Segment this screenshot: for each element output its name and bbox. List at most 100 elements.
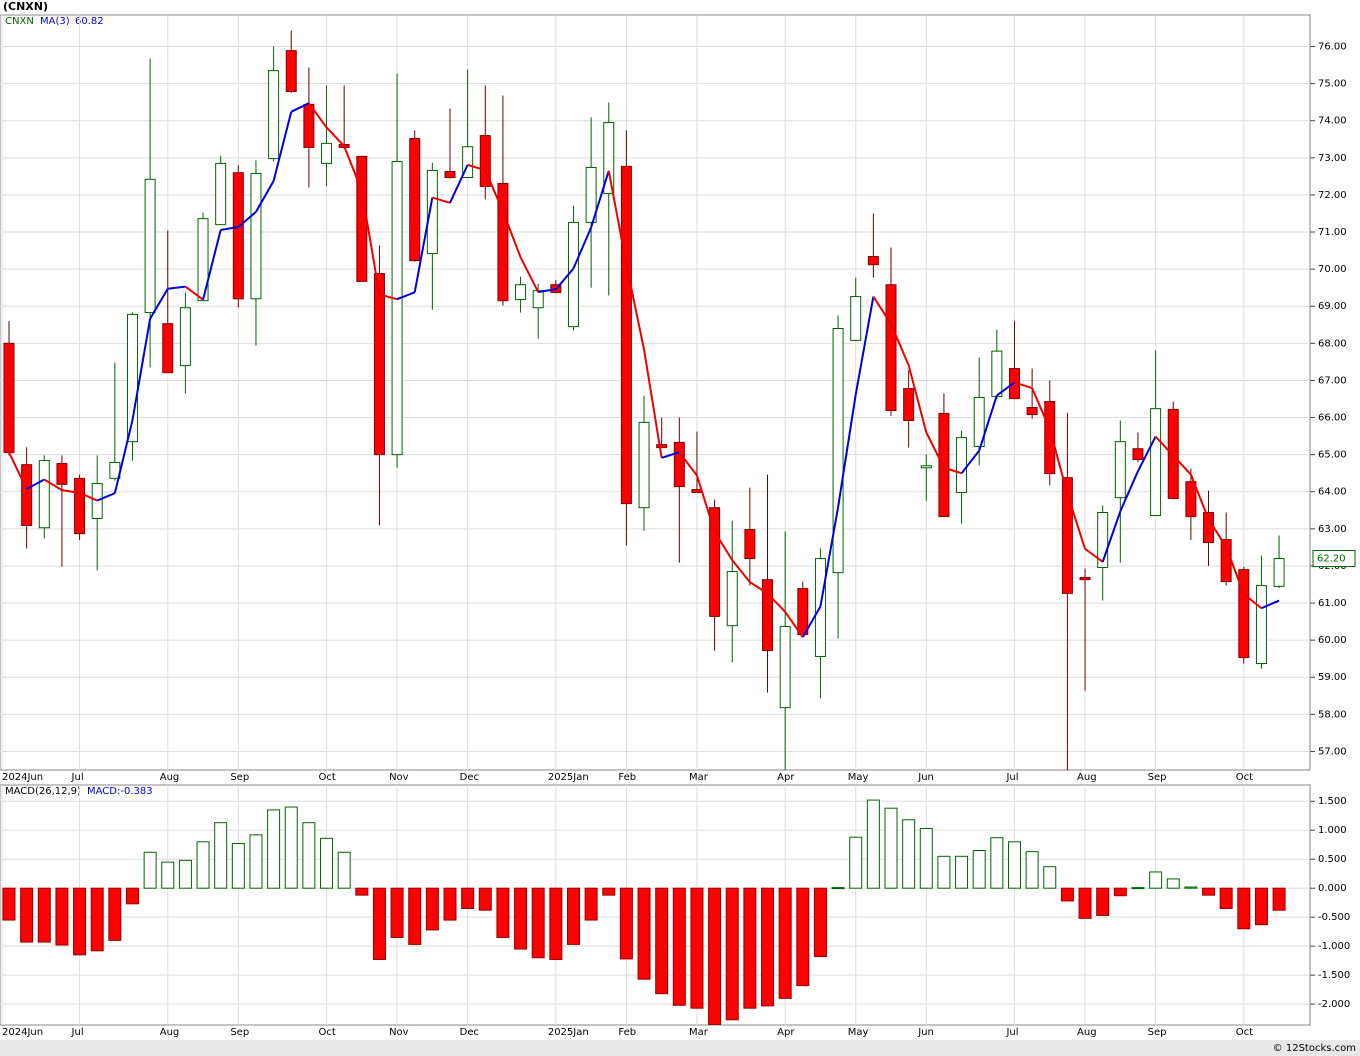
macd-bar [425,887,439,931]
ma-legend: MA(3) [40,16,70,27]
y-tick-label: 61.00 [1318,598,1347,609]
macd-bar [1254,887,1268,926]
y-tick-label: -1.000 [1318,941,1350,952]
x-tick-label: Jul [71,772,84,783]
candle-body [726,571,738,627]
macd-bar [1237,887,1251,930]
macd-bar [778,887,792,999]
ma-segment [1225,546,1245,595]
ma-segment [449,164,469,204]
ma-segment [325,126,345,147]
price-panel [0,14,1311,771]
ma-segment [890,323,910,366]
candle-body [56,463,68,485]
ma-segment [149,288,169,320]
ma-segment [26,478,45,490]
x-tick-label: Oct [1236,772,1253,783]
candle-body [1097,512,1109,568]
ma-segment [837,394,857,508]
macd-bar [143,851,157,889]
candle-body [797,588,809,636]
ma-segment [484,169,504,212]
ma-segment [1189,474,1210,520]
y-tick-label: 70.00 [1318,264,1347,275]
candle-body [250,172,262,300]
candle-body [268,70,280,160]
y-tick-label: 74.00 [1318,116,1347,127]
macd-bar [619,887,633,960]
candle-body [956,437,968,493]
x-tick-label: Oct [319,1027,336,1038]
candle-body [903,388,915,422]
last-price-box [1312,550,1356,568]
macd-bar [919,827,933,889]
x-tick-label: Sep [230,1027,249,1038]
y-tick-label: 73.00 [1318,153,1347,164]
macd-bar [708,887,722,1025]
candle-body [938,412,950,518]
candle-body [1255,585,1267,665]
candle-body [744,529,756,560]
candle-body [426,169,438,255]
macd-bar [108,887,122,941]
ma-segment [79,491,98,502]
x-tick-label: Sep [230,772,249,783]
candle-body [74,477,86,535]
y-tick-label: 0.500 [1318,854,1347,865]
candle-body [197,218,209,302]
macd-bar [1184,886,1198,889]
macd-bar [655,887,669,995]
macd-bar [566,887,580,945]
y-tick-label: 1.000 [1318,825,1347,836]
ma-segment [8,451,28,490]
macd-bar [1131,887,1145,890]
ma-segment [854,296,875,395]
ma-segment [784,611,804,638]
candle-body [1273,558,1285,587]
macd-bar [972,850,986,889]
y-tick-label: 76.00 [1318,42,1347,53]
macd-bar [478,887,492,911]
x-tick-label: Mar [689,772,709,783]
candle-body [850,296,862,341]
ma-segment [1154,435,1174,457]
macd-legend: MACD(26,12,9) [5,786,81,797]
candle-body [162,323,174,374]
macd-bar [320,837,334,889]
macd-bar [267,809,281,889]
candle-body [356,155,368,282]
candle-body [126,313,138,443]
macd-bar [90,887,104,952]
macd-bar [1043,866,1057,889]
candle-body [479,135,491,187]
macd-bar [461,887,475,909]
ma-segment [1084,548,1104,563]
macd-bar [884,807,898,889]
macd-bar [1272,887,1286,911]
candle-body [762,579,774,652]
ma-segment [607,170,628,265]
candle-body [144,178,156,314]
candle-body [1114,441,1126,499]
macd-bar [408,887,422,945]
y-tick-label: 68.00 [1318,338,1347,349]
macd-bar [1096,887,1110,916]
candle-body [1150,408,1162,516]
y-tick-label: 63.00 [1318,524,1347,535]
macd-bar [1149,871,1163,889]
ma-segment [625,264,646,350]
macd-bar [831,887,845,890]
macd-bar [355,887,369,896]
macd-bar [443,887,457,921]
candle-body [585,166,597,223]
candle-body [91,483,103,519]
macd-bar [602,887,616,896]
x-tick-label: May [848,1027,869,1038]
x-tick-label: Jul [1005,1027,1018,1038]
x-tick-label: 2024Jun [2,1027,43,1038]
title: (CNXN) [3,0,48,13]
ma-segment [61,489,80,494]
ma-segment [290,102,310,113]
candle-body [3,342,15,453]
macd-bar [1202,887,1216,896]
